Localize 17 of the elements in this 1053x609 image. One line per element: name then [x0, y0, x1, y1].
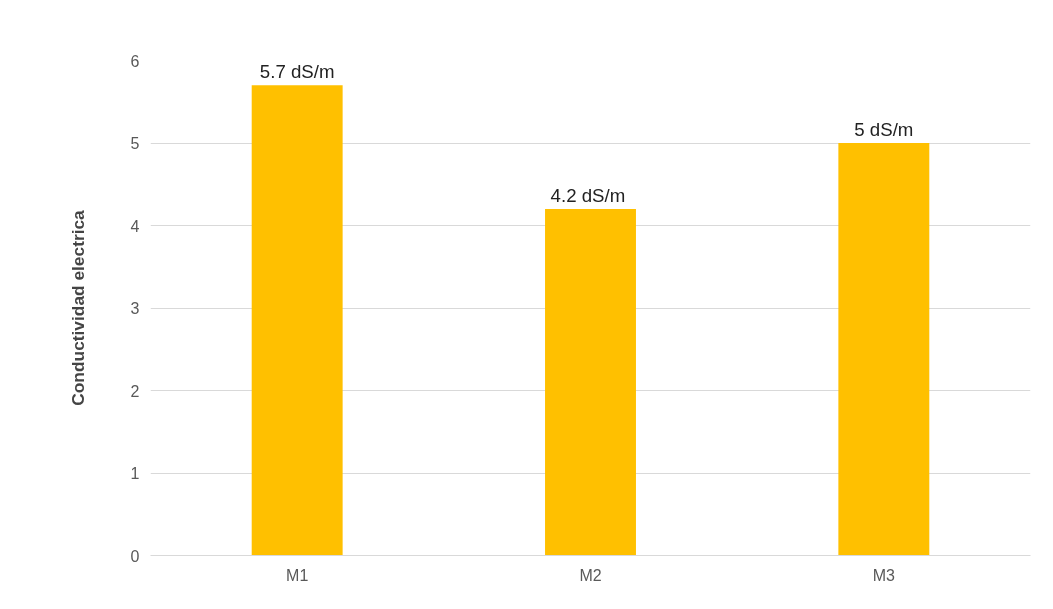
y-tick-label: 2: [130, 382, 140, 400]
bar: [838, 143, 930, 556]
data-label: 4.2 dS/m: [550, 185, 626, 206]
y-tick-label: 1: [130, 465, 140, 482]
bar: [545, 209, 636, 556]
y-tick-label: 6: [130, 52, 140, 70]
bar: [251, 85, 343, 556]
y-tick-label: 4: [130, 217, 140, 235]
x-tick-label: M2: [579, 566, 602, 584]
data-label: 5 dS/m: [854, 119, 914, 140]
x-tick-label: M1: [286, 566, 309, 584]
y-tick-label: 3: [130, 300, 140, 317]
y-axis-title: Conductividad electrica: [67, 209, 88, 406]
y-tick-label: 0: [130, 547, 140, 565]
x-tick-label: M3: [872, 566, 896, 584]
y-tick-label: 5: [130, 135, 140, 152]
data-label: 5.7 dS/m: [259, 61, 335, 83]
